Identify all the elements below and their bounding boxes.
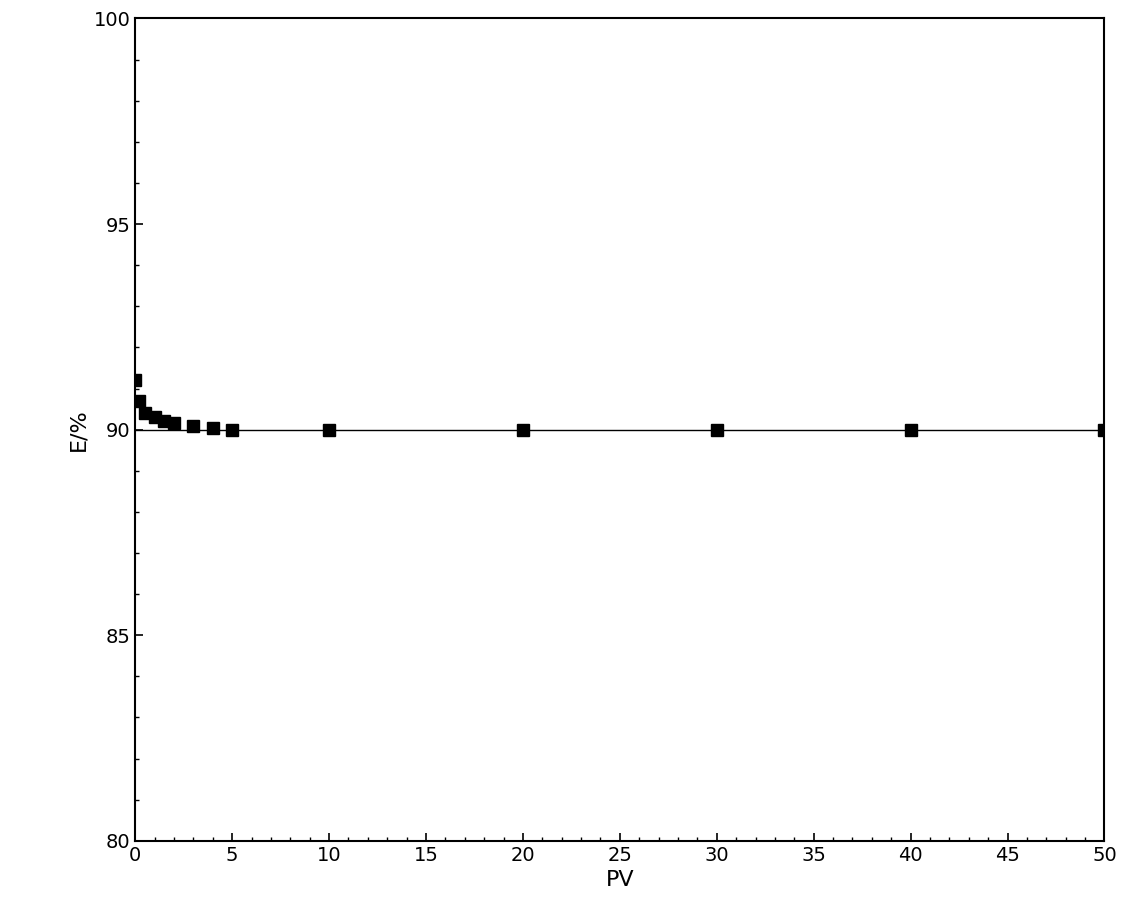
Y-axis label: E/%: E/% (68, 408, 88, 451)
X-axis label: PV: PV (605, 870, 635, 890)
